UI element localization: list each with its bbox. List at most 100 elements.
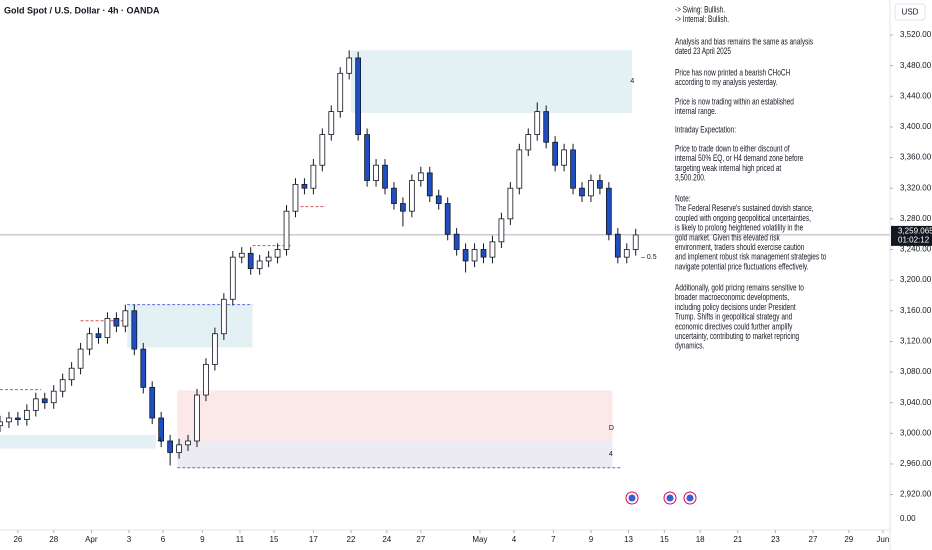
zone — [0, 434, 156, 449]
candle-body — [570, 149, 576, 189]
x-tick-label: 11 — [236, 535, 245, 544]
candle-body — [417, 172, 424, 181]
note-line: uncertainty, contributing to market repr… — [675, 331, 799, 341]
y-tick-label: 2,920.00 — [900, 490, 932, 499]
note-line: 3,500.200. — [675, 172, 706, 182]
candle-body — [149, 386, 156, 419]
x-tick-label: 9 — [589, 535, 594, 544]
note-line: according to my analysis yesterday. — [675, 77, 778, 87]
note-line: internal range. — [675, 106, 717, 116]
y-tick-label: 3,480.00 — [900, 61, 932, 70]
candle-body — [256, 260, 263, 270]
candle-body — [605, 187, 612, 235]
note-line: Intraday Expectation: — [675, 124, 736, 134]
x-tick-label: 7 — [551, 535, 556, 544]
candle-body — [212, 333, 218, 365]
annotation: – 0.5 — [641, 254, 657, 261]
candle-body — [122, 310, 129, 327]
candle-body — [391, 187, 397, 204]
y-tick-label: 3,000.00 — [900, 428, 932, 437]
x-tick-label: Apr — [85, 535, 98, 544]
zones — [0, 50, 890, 469]
candle-body — [95, 333, 102, 338]
x-tick-label: 28 — [49, 535, 58, 544]
candle-body — [131, 310, 138, 350]
currency-label: USD — [902, 8, 919, 17]
candle-body — [283, 210, 290, 250]
candle-body — [462, 249, 469, 262]
y-tick-label: 3,440.00 — [900, 91, 932, 100]
note-line: -> Internal: Bullish. — [675, 14, 729, 24]
price-tag — [891, 225, 932, 246]
candle-body — [588, 180, 594, 197]
axes: 3,520.00 3,480.00 3,440.00 3,400.00 3,360.00… — [13, 30, 932, 544]
candle-body — [552, 141, 558, 166]
candle-body — [597, 180, 603, 189]
candle-body — [525, 134, 532, 151]
candle-body — [301, 183, 308, 189]
x-tick-label: 18 — [696, 535, 705, 544]
zone — [177, 390, 613, 441]
currency-button[interactable] — [894, 3, 926, 21]
x-tick-label: 15 — [660, 535, 669, 544]
x-tick-label: 27 — [416, 535, 425, 544]
candle-body — [426, 172, 433, 197]
candle-body — [292, 183, 299, 212]
x-tick-label: 29 — [844, 535, 853, 544]
candle-body — [364, 134, 370, 181]
note-line: and implement robust risk management str… — [675, 252, 827, 262]
candle-body — [453, 233, 460, 250]
candle-body — [167, 440, 173, 453]
candle-body — [319, 134, 326, 166]
note-line: is likely to prolong heightened volatili… — [675, 222, 804, 232]
note-line: economic directives could further amplif… — [675, 321, 792, 331]
candle-body — [274, 249, 281, 258]
note-line: Price has now printed a bearish CHoCH — [675, 67, 790, 77]
candle-body — [50, 390, 57, 404]
y-tick-label: 3,160.00 — [900, 306, 932, 315]
x-tick-label: 27 — [809, 535, 818, 544]
note-line: -> Swing: Bullish. — [675, 4, 725, 14]
note-line: Price is now trading within an establish… — [675, 96, 794, 106]
note-line: internal 50% EQ, or H4 demand zone befor… — [675, 153, 804, 163]
candle-body — [0, 421, 3, 427]
x-tick-label: 15 — [270, 535, 279, 544]
candle-body — [15, 417, 21, 420]
x-tick-label: 13 — [624, 535, 633, 544]
x-tick-label: 24 — [382, 535, 391, 544]
y-tick-label: 3,520.00 — [900, 30, 932, 39]
event-icon-flag — [686, 494, 694, 502]
candle-body — [471, 249, 478, 262]
candle-body — [579, 187, 585, 197]
note-line: including policy decisions under Preside… — [675, 302, 796, 312]
candle-body — [382, 164, 388, 189]
note-line: environment, traders should exercise cau… — [675, 242, 804, 252]
candle-body — [498, 218, 505, 243]
candle-body — [435, 195, 442, 204]
annotation: D — [609, 425, 614, 432]
candle-body — [220, 298, 227, 335]
annotation: 4 — [609, 451, 613, 458]
note-line: broader macroeconomic developments, — [675, 292, 789, 302]
candle-body — [86, 333, 93, 350]
candle-body — [59, 379, 66, 392]
candle-body — [203, 363, 209, 396]
x-tick-label: 4 — [512, 535, 517, 544]
x-tick-label: Jun — [876, 535, 889, 544]
note-line: targeting weak internal high priced at — [675, 163, 782, 173]
note-line: Trump. Shifts in geopolitical strategy a… — [675, 311, 792, 321]
candle-body — [185, 440, 191, 446]
y-tick-label: 3,240.00 — [900, 245, 932, 254]
candle-body — [534, 111, 541, 135]
note-line: Note: — [675, 193, 691, 203]
y-tick-label: 3,400.00 — [900, 122, 932, 131]
candle-body — [265, 256, 272, 262]
candle-body — [346, 57, 353, 74]
candle-body — [373, 164, 379, 181]
x-tick-label: 21 — [733, 535, 742, 544]
note-line: Price to trade down to either discount o… — [675, 143, 790, 153]
candle-body — [614, 233, 621, 258]
candle-body — [444, 203, 451, 235]
candle-body — [310, 164, 317, 189]
